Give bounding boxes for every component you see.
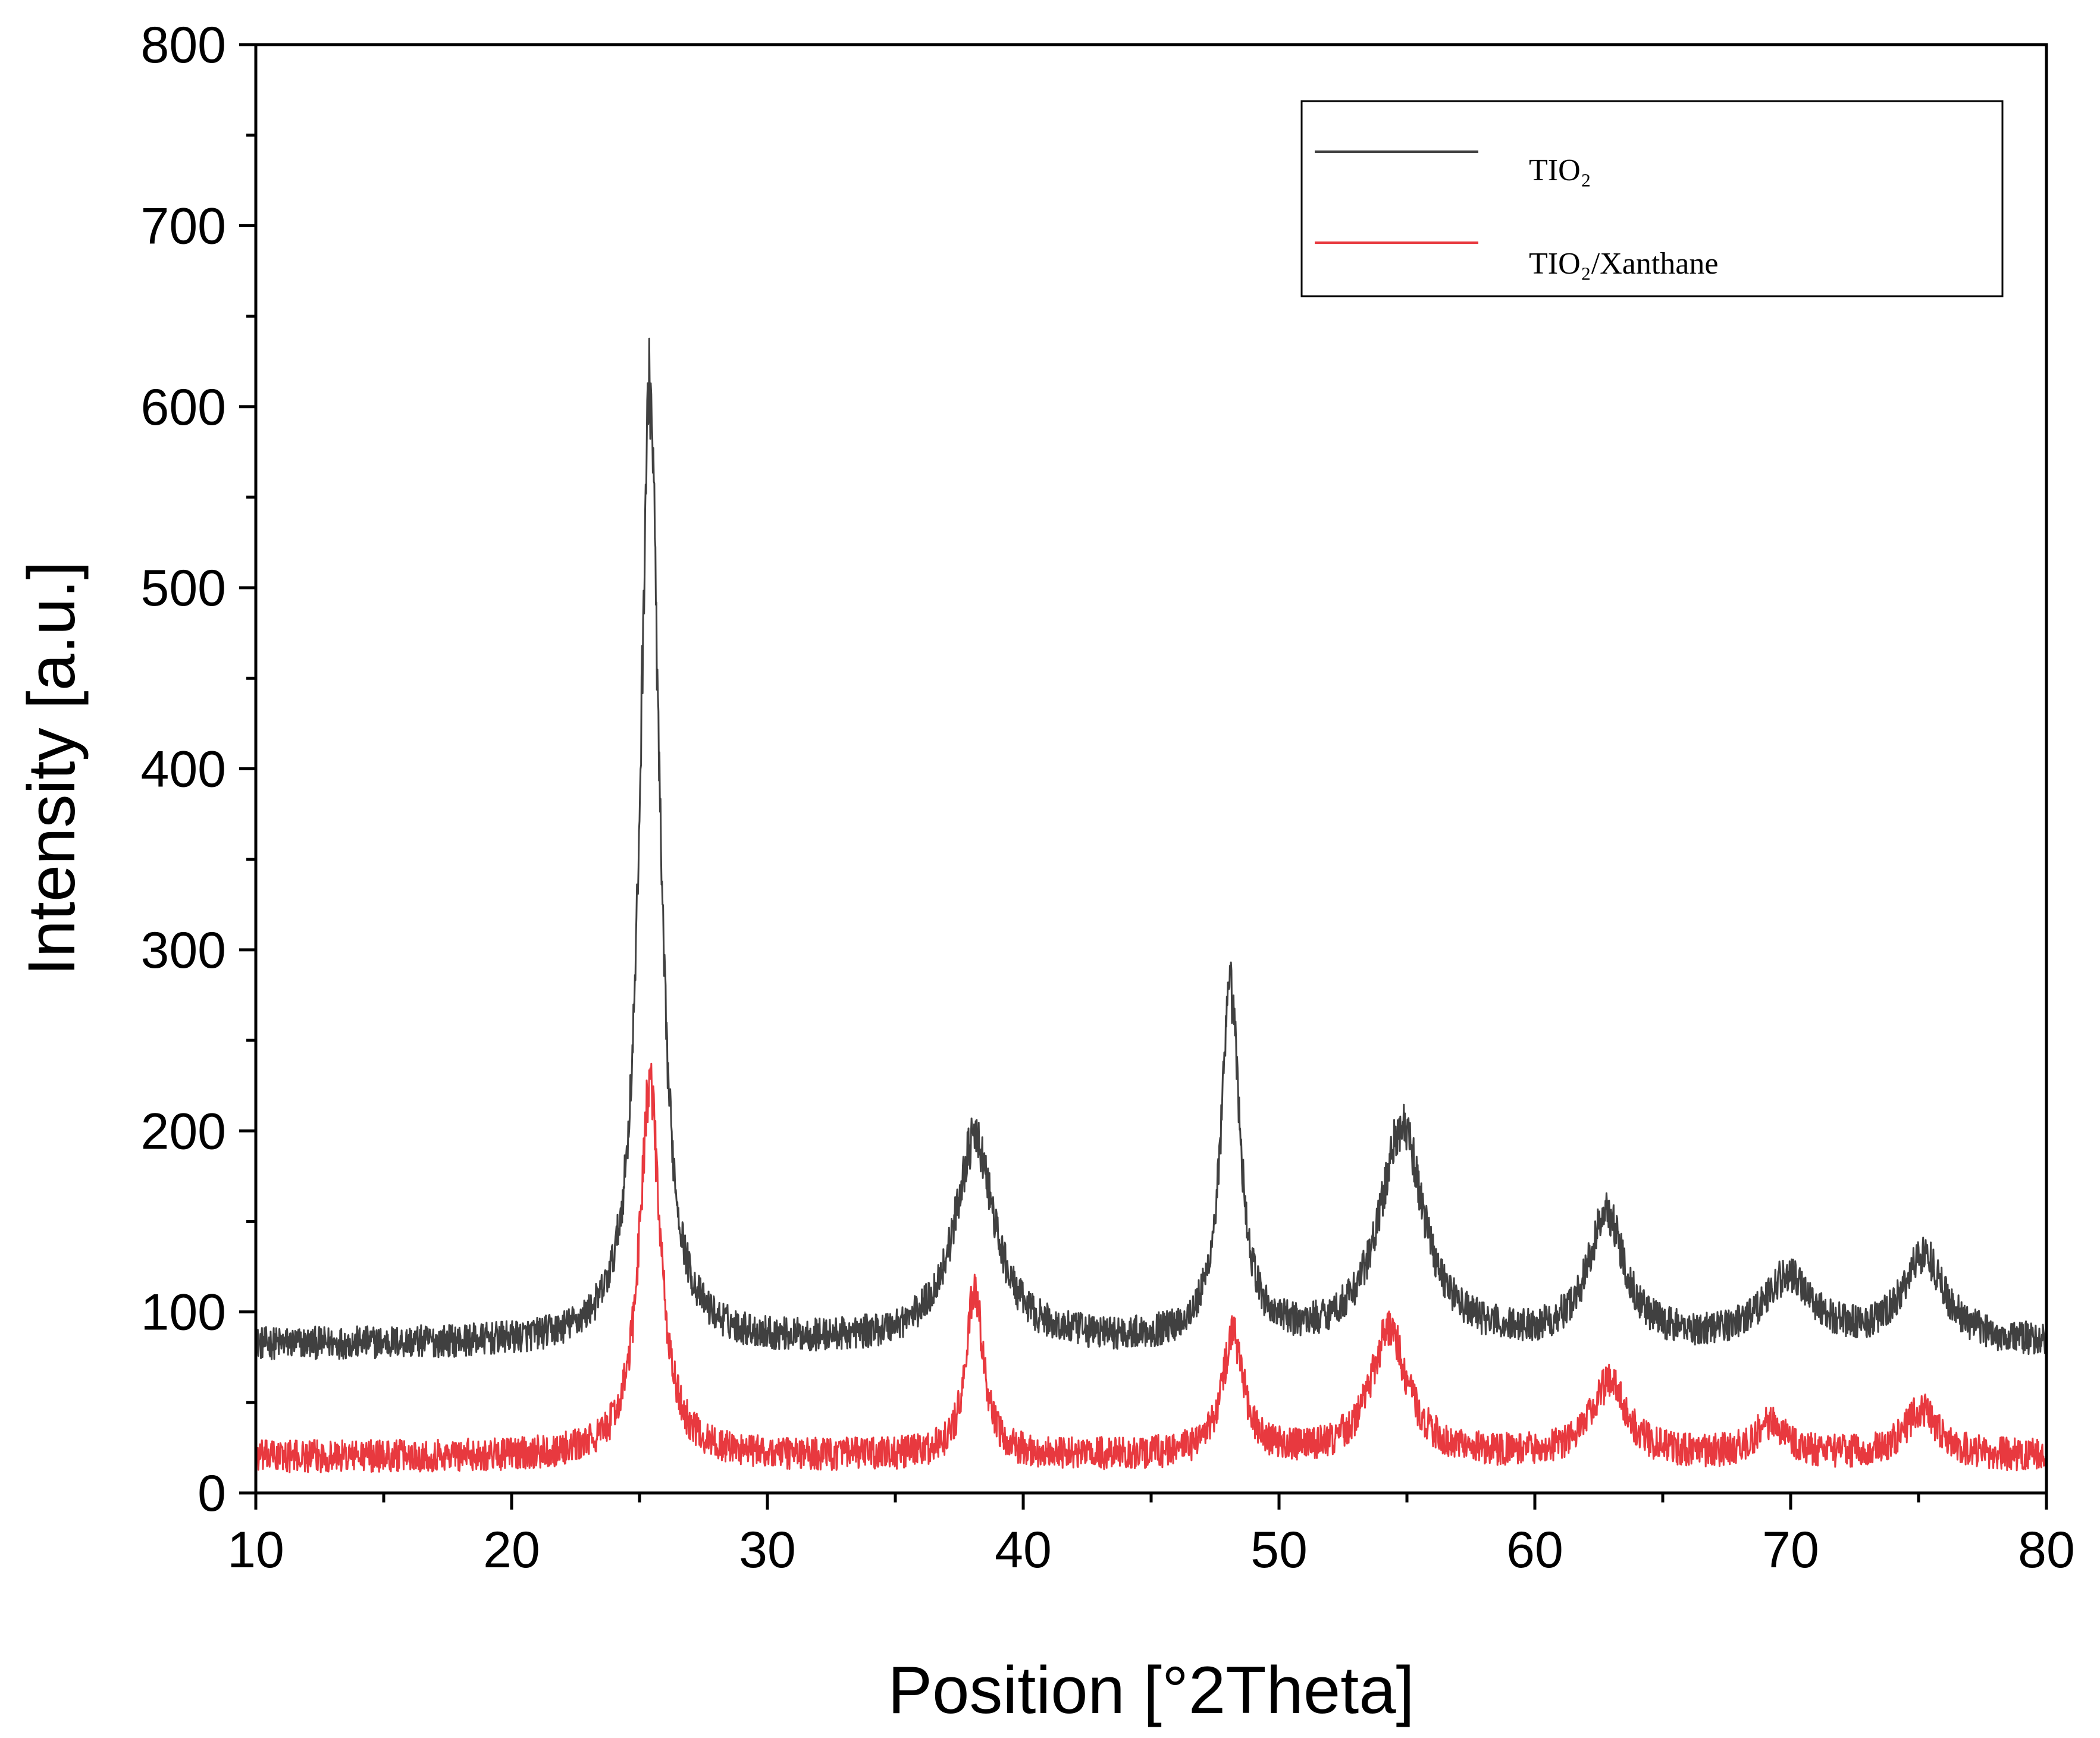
x-tick-label: 10 xyxy=(227,1521,284,1579)
y-tick-label: 600 xyxy=(141,379,227,436)
x-tick-label: 60 xyxy=(1506,1521,1563,1579)
y-tick-label: 400 xyxy=(141,741,227,798)
y-tick-label: 800 xyxy=(141,17,227,74)
y-axis-title: Intensity [a.u.] xyxy=(14,561,89,975)
x-tick-label: 40 xyxy=(995,1521,1052,1579)
x-axis-title: Position [°2Theta] xyxy=(888,1653,1414,1727)
ticks-layer xyxy=(239,43,2048,1510)
legend-label-tio2-xanthane: TIO₂/Xanthane xyxy=(1529,247,1718,281)
y-tick-label: 200 xyxy=(141,1103,227,1160)
legend-box xyxy=(1300,100,2004,297)
x-tick-label: 80 xyxy=(2018,1521,2075,1579)
x-tick-label: 70 xyxy=(1762,1521,1819,1579)
x-tick-label: 50 xyxy=(1250,1521,1308,1579)
y-tick-label: 700 xyxy=(141,197,227,255)
y-tick-label: 500 xyxy=(141,560,227,617)
tick-labels: 10 20 30 40 50 60 70 80010020030040050060070080… xyxy=(141,17,2075,1579)
x-tick-label: 20 xyxy=(483,1521,540,1579)
series-line-0 xyxy=(255,337,2048,1360)
y-tick-label: 100 xyxy=(141,1284,227,1341)
legend: TIO₂ TIO₂/Xanthane xyxy=(1300,100,2004,297)
legend-label-tio2: TIO₂ xyxy=(1529,153,1591,187)
y-tick-label: 300 xyxy=(141,922,227,979)
y-tick-label: 0 xyxy=(198,1465,226,1522)
series-layer xyxy=(255,337,2048,1473)
series-line-1 xyxy=(255,1062,2048,1473)
plot-area xyxy=(255,337,2048,1473)
x-tick-label: 30 xyxy=(739,1521,796,1579)
